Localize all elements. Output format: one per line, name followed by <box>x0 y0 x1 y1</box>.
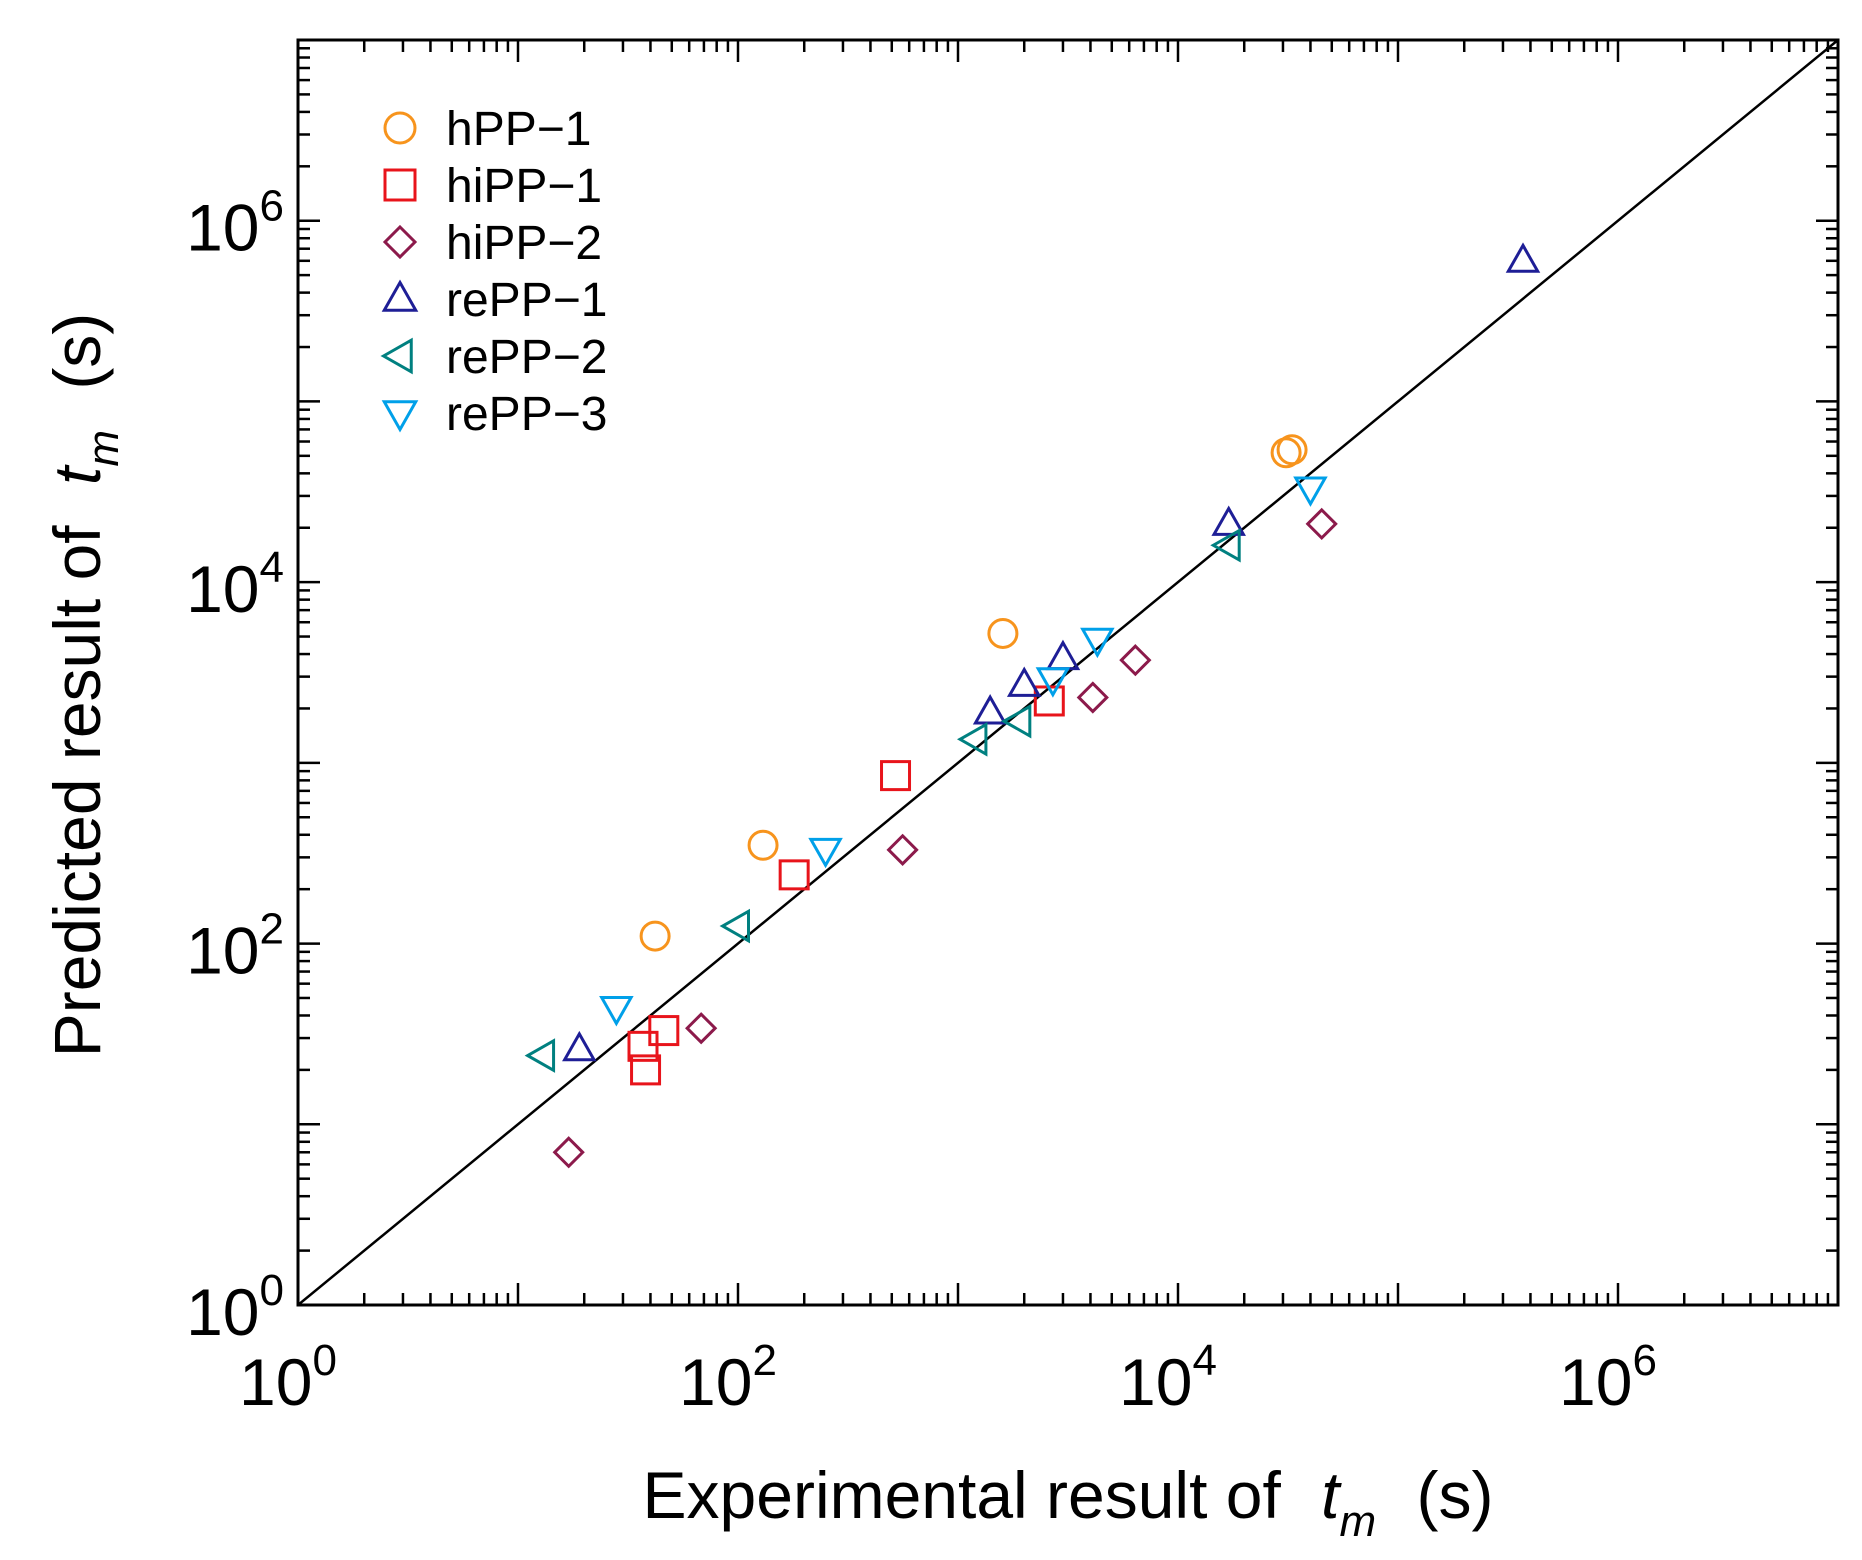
y-axis-label-prefix: Predicted result of <box>40 525 114 1058</box>
data-point <box>719 908 750 944</box>
series-1 <box>639 434 1308 952</box>
legend-item: hiPP−2 <box>382 217 602 270</box>
series-5 <box>524 527 1241 1073</box>
data-point <box>1211 505 1246 536</box>
data-point <box>972 694 1008 725</box>
legend-item: hiPP−1 <box>383 160 602 213</box>
series-4 <box>562 242 1541 1062</box>
x-tick-label: 104 <box>1119 1336 1217 1419</box>
data-point <box>1305 507 1338 541</box>
x-axis-label-unit: (s) <box>1417 1458 1494 1532</box>
axis-ticks <box>298 40 1838 1305</box>
plot-frame <box>296 38 1840 1307</box>
legend-item: rePP−3 <box>381 388 607 441</box>
series-3 <box>552 507 1338 1169</box>
x-tick-label: 102 <box>679 1336 777 1419</box>
x-tick-label: 106 <box>1559 1336 1657 1419</box>
data-point <box>886 833 919 866</box>
y-tick-label: 100 <box>186 1266 284 1349</box>
series-6 <box>599 476 1328 1027</box>
data-point <box>778 859 810 891</box>
y-tick-label: 106 <box>186 182 284 265</box>
legend-label: rePP−3 <box>446 388 607 441</box>
legend-marker <box>381 279 419 312</box>
data-point <box>956 722 988 757</box>
x-axis-label-var: t <box>1321 1458 1342 1532</box>
data-point <box>1076 681 1109 714</box>
data-point <box>1006 666 1042 697</box>
reference-line-layer <box>298 40 1838 1305</box>
data-point <box>747 829 779 861</box>
legend-label: hiPP−2 <box>446 217 602 270</box>
x-axis-label: Experimental result of tm (s) <box>643 1458 1494 1550</box>
data-point <box>552 1136 585 1169</box>
data-point <box>1276 434 1308 466</box>
x-axis-label-sub: m <box>1340 1497 1377 1546</box>
data-point <box>630 1054 662 1086</box>
legend-item: rePP−1 <box>381 274 607 327</box>
data-point <box>1505 242 1541 273</box>
legend-label: hPP−1 <box>446 103 591 156</box>
legend-item: hPP−1 <box>383 103 591 156</box>
legend-item: rePP−2 <box>380 331 607 384</box>
data-point <box>524 1038 556 1073</box>
data-point <box>627 1030 659 1062</box>
data-point <box>599 996 634 1027</box>
reference-line-y-equals-x <box>298 40 1838 1305</box>
data-point <box>880 760 912 792</box>
data-point <box>1045 639 1081 671</box>
data-point <box>1080 627 1115 659</box>
data-points <box>524 242 1541 1169</box>
data-point <box>1035 667 1071 698</box>
data-point <box>987 617 1019 649</box>
y-tick-label: 104 <box>186 543 284 626</box>
x-tick-label: 100 <box>239 1336 337 1419</box>
data-point <box>1000 703 1032 739</box>
legend-marker <box>382 224 418 260</box>
data-point <box>1210 527 1241 563</box>
series-2 <box>627 685 1065 1086</box>
legend-marker <box>383 111 417 145</box>
legend-marker <box>381 400 419 433</box>
y-tick-label: 102 <box>186 905 284 988</box>
x-axis-label-prefix: Experimental result of <box>643 1458 1282 1532</box>
legend-label: rePP−1 <box>446 274 607 327</box>
data-point <box>685 1012 718 1045</box>
data-point <box>808 837 843 869</box>
legend-label: hiPP−1 <box>446 160 602 213</box>
tick-labels: 100 102 104 106 100 102 104 106 <box>186 182 1657 1419</box>
y-axis-label-sub: m <box>79 430 128 467</box>
data-point <box>648 1015 680 1047</box>
data-point <box>562 1030 597 1062</box>
legend-marker <box>380 337 413 375</box>
y-axis-label-var: t <box>40 464 114 485</box>
y-axis-label: Predicted result of tm (s) <box>40 313 132 1058</box>
data-point <box>1119 644 1152 677</box>
y-axis-label-unit: (s) <box>40 313 114 390</box>
data-point <box>1293 476 1328 507</box>
data-point <box>639 920 671 952</box>
legend-label: rePP−2 <box>446 331 607 384</box>
legend-marker <box>383 168 417 202</box>
